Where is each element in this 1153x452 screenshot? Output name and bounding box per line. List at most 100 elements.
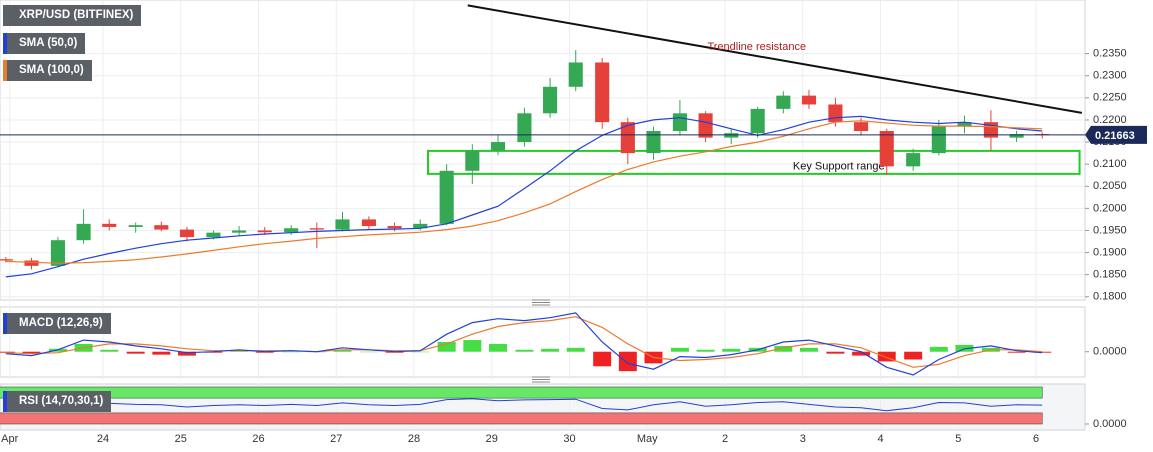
candle-body — [750, 108, 765, 134]
candle-body — [1009, 134, 1024, 138]
candle-body — [76, 223, 91, 241]
candle-body — [24, 260, 39, 266]
support-zone — [427, 149, 1081, 175]
y-tick-label: 0.1950 — [1093, 224, 1127, 236]
candle-body — [776, 95, 791, 109]
macd-histogram-bar — [852, 351, 871, 356]
sma-line — [5, 120, 1043, 264]
candle-body — [179, 229, 195, 238]
macd-histogram-bar — [566, 347, 585, 352]
x-tick-label: 26 — [252, 433, 264, 445]
x-tick-label: 25 — [175, 433, 187, 445]
candle-body — [517, 113, 532, 143]
candle-body — [257, 230, 272, 233]
resize-handle[interactable] — [532, 299, 550, 306]
macd-histogram-bar — [696, 349, 715, 352]
macd-histogram-bar — [877, 351, 896, 362]
candle-body — [154, 225, 169, 230]
last-price-box — [1085, 125, 1147, 144]
y-tick-label: 0.2300 — [1093, 70, 1127, 82]
macd-histogram-bar — [826, 351, 845, 354]
macd-histogram-bar — [593, 351, 612, 367]
candle-body — [724, 133, 739, 138]
y-tick-label: 0.0000 — [1093, 346, 1127, 358]
macd-histogram-bar — [722, 348, 741, 352]
candle-body — [879, 131, 894, 167]
candle-body — [284, 228, 299, 233]
rsi-band — [0, 412, 1043, 425]
support-label: Key Support range — [793, 160, 885, 172]
candle-body — [698, 113, 713, 138]
legend-entry: SMA (50,0) — [3, 33, 86, 54]
macd-histogram-bar — [489, 343, 507, 352]
y-tick-label: 0.2050 — [1093, 180, 1127, 192]
candle-body — [128, 225, 143, 227]
x-tick-label: 29 — [486, 433, 498, 445]
candle-body — [646, 131, 661, 154]
macd-histogram-bar — [670, 347, 689, 352]
macd-histogram-bar — [1007, 351, 1026, 353]
candle-body — [0, 259, 13, 261]
trendline — [467, 4, 1083, 114]
macd-histogram-bar — [904, 351, 923, 360]
candle-body — [335, 219, 350, 230]
x-tick-label: 30 — [563, 433, 575, 445]
x-tick-label: 5 — [955, 433, 961, 445]
candle-body — [620, 122, 635, 154]
macd-histogram-bar — [774, 345, 793, 352]
candle-body — [232, 230, 247, 233]
candle-body — [206, 232, 221, 238]
x-tick-label: 24 — [97, 433, 109, 445]
candle-body — [490, 142, 506, 151]
candle-body — [387, 226, 402, 229]
candle-body — [50, 240, 65, 266]
legend-title: RSI (14,70,30,1) — [3, 391, 112, 412]
legend-title: MACD (12,26,9) — [3, 313, 111, 334]
macd-histogram-bar — [178, 351, 196, 356]
macd-histogram-bar — [152, 351, 171, 355]
candle-body — [672, 113, 687, 131]
candle-body — [595, 62, 610, 123]
candle-body — [568, 62, 583, 87]
x-tick-label: 2 — [722, 433, 728, 445]
macd-histogram-bar — [411, 351, 430, 353]
y-tick-label: 0.1800 — [1093, 291, 1127, 303]
candle-body — [361, 219, 376, 227]
macd-histogram-bar — [359, 351, 378, 353]
legend-entry: SMA (100,0) — [3, 60, 92, 81]
y-tick-label: 0.2200 — [1093, 114, 1127, 126]
resize-handle[interactable] — [532, 376, 550, 383]
candle-body — [439, 170, 454, 224]
last-price-label: 0.21663 — [1095, 130, 1135, 142]
macd-histogram-bar — [437, 342, 456, 352]
candle-body — [801, 95, 817, 105]
macd-histogram-bar — [282, 351, 301, 353]
signal-line — [5, 316, 1043, 368]
x-tick-label: Apr — [1, 433, 18, 445]
y-tick-label: 0.2250 — [1093, 92, 1127, 104]
macd-histogram-bar — [541, 348, 560, 352]
rsi-band — [0, 386, 1043, 399]
macd-histogram-bar — [333, 349, 352, 352]
candle-body — [957, 122, 972, 127]
candle-body — [854, 122, 869, 131]
candle-body — [102, 223, 117, 227]
x-tick-label: 27 — [330, 433, 342, 445]
candle-body — [309, 228, 324, 230]
sma-line — [5, 115, 1043, 278]
macd-histogram-bar — [929, 346, 948, 352]
y-tick-label: 0.1850 — [1093, 269, 1127, 281]
macd-histogram-bar — [126, 351, 145, 354]
trendline-label: Trendline resistance — [707, 41, 806, 53]
macd-histogram-bar — [100, 349, 119, 352]
candle-body — [828, 104, 843, 123]
x-tick-label: 3 — [800, 433, 806, 445]
x-tick-label: 6 — [1033, 433, 1039, 445]
candle-body — [465, 150, 480, 171]
x-tick-label: 28 — [408, 433, 420, 445]
candle-body — [906, 153, 921, 167]
y-tick-label: 0.0000 — [1093, 418, 1127, 430]
y-tick-label: 0.2350 — [1093, 48, 1127, 60]
